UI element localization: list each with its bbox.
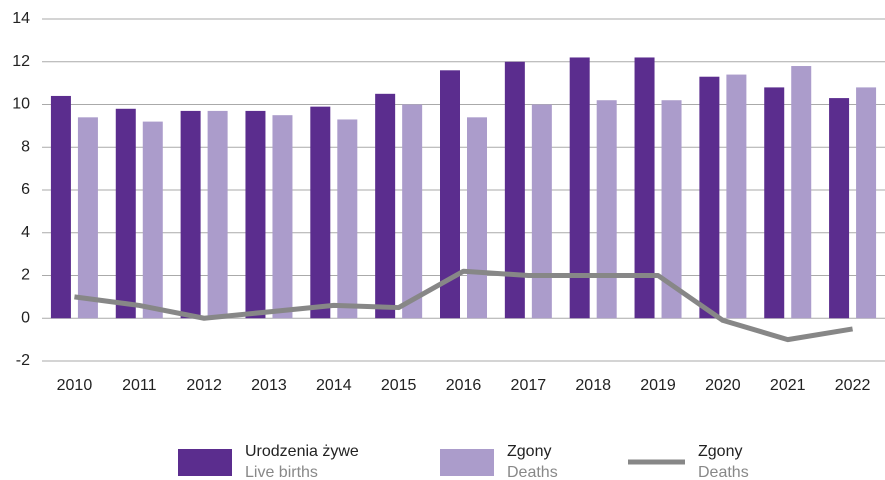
legend-sublabel: Deaths (507, 464, 558, 480)
legend-swatch (440, 449, 494, 476)
bar (829, 98, 850, 319)
legend-label: Zgony (507, 443, 551, 460)
bar (180, 110, 201, 319)
legend-sublabel: Deaths (698, 464, 749, 480)
bar (207, 110, 228, 319)
x-tick-label: 2017 (511, 377, 547, 394)
line (74, 268, 853, 343)
x-tick-label: 2013 (251, 377, 287, 394)
x-tick-label: 2020 (705, 377, 741, 394)
bar (531, 104, 552, 319)
x-tick-label: 2019 (640, 377, 676, 394)
y-tick-label: 12 (12, 53, 30, 70)
bar (402, 104, 423, 319)
bar (245, 110, 266, 319)
legend-swatch (178, 449, 232, 476)
bar (791, 66, 812, 319)
x-tick-label: 2018 (575, 377, 611, 394)
bar (504, 61, 525, 319)
x-tick-label: 2012 (186, 377, 222, 394)
bar (375, 93, 396, 319)
bar (310, 106, 331, 319)
bar (50, 95, 71, 319)
y-tick-label: 0 (21, 309, 30, 326)
y-tick-label: 2 (21, 267, 30, 284)
x-tick-label: 2022 (835, 377, 871, 394)
bar (142, 121, 163, 319)
x-tick-label: 2015 (381, 377, 417, 394)
bar (661, 100, 682, 319)
legend-label: Urodzenia żywe (245, 443, 359, 460)
bar (115, 108, 136, 319)
legend-sublabel: Live births (245, 464, 318, 480)
x-tick-label: 2011 (122, 377, 157, 394)
bar (569, 57, 590, 319)
y-tick-label: 4 (21, 224, 30, 241)
x-tick-label: 2010 (57, 377, 93, 394)
bar (77, 117, 98, 319)
y-tick-label: 8 (21, 138, 30, 155)
x-tick-label: 2021 (770, 377, 806, 394)
bar (440, 70, 460, 319)
y-tick-label: -2 (16, 352, 30, 369)
bar (726, 74, 747, 319)
bar (596, 100, 617, 319)
y-tick-label: 14 (12, 10, 30, 27)
bar (634, 57, 655, 319)
bar (764, 87, 785, 319)
bar (337, 119, 358, 319)
x-tick-label: 2016 (446, 377, 482, 394)
bar (272, 115, 293, 319)
bar (699, 76, 720, 319)
x-tick-label: 2014 (316, 377, 352, 394)
legend-label: Zgony (698, 443, 742, 460)
y-tick-label: 6 (21, 181, 30, 198)
y-tick-label: 10 (12, 96, 30, 113)
bar (467, 117, 487, 319)
bar (856, 87, 877, 319)
